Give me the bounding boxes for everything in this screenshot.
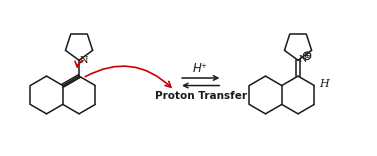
Text: N: N [299, 55, 307, 64]
Text: Proton Transfer: Proton Transfer [155, 91, 247, 101]
Text: H⁺: H⁺ [193, 62, 208, 75]
Text: N: N [80, 56, 88, 65]
Text: :: : [85, 55, 88, 65]
Text: H: H [319, 79, 328, 89]
Text: ⊕: ⊕ [303, 51, 311, 60]
